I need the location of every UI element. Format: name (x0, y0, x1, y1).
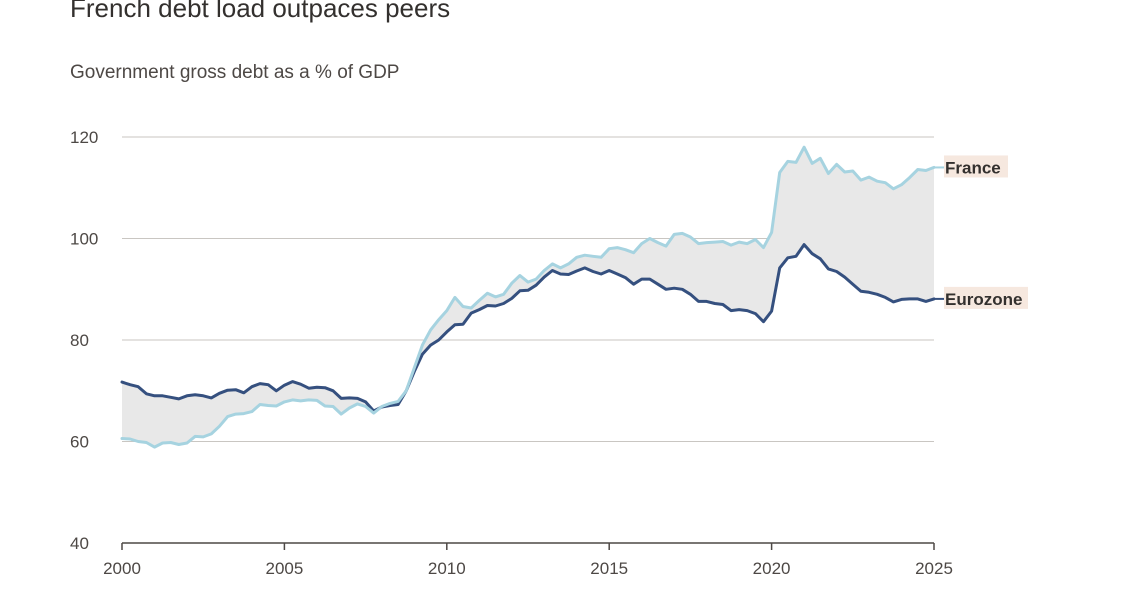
x-tick-label: 2020 (753, 559, 791, 578)
y-tick-label: 60 (70, 433, 89, 452)
chart-title: French debt load outpaces peers (70, 0, 451, 23)
series-labels: France Eurozone (935, 155, 1028, 309)
y-tick-label: 100 (70, 230, 98, 249)
series-label-france: France (945, 158, 1001, 177)
x-tick-label: 2025 (915, 559, 953, 578)
x-axis: 2000 2005 2010 2015 2020 2025 (103, 542, 953, 578)
chart-subtitle: Government gross debt as a % of GDP (70, 62, 400, 83)
x-tick-label: 2015 (590, 559, 628, 578)
series-line-eurozone (120, 243, 936, 413)
series-label-eurozone: Eurozone (945, 290, 1022, 309)
shaded-gap-area (122, 147, 934, 448)
series-line-france (120, 145, 936, 449)
series-label-bg (944, 155, 1008, 178)
x-tick-label: 2005 (265, 559, 303, 578)
series-label-bg (944, 286, 1028, 309)
y-tick-label: 40 (70, 534, 89, 553)
y-tick-label: 120 (70, 128, 98, 147)
x-tick-label: 2010 (428, 559, 466, 578)
y-tick-label: 80 (70, 331, 89, 350)
series-lines (120, 145, 936, 449)
x-tick-label: 2000 (103, 559, 141, 578)
